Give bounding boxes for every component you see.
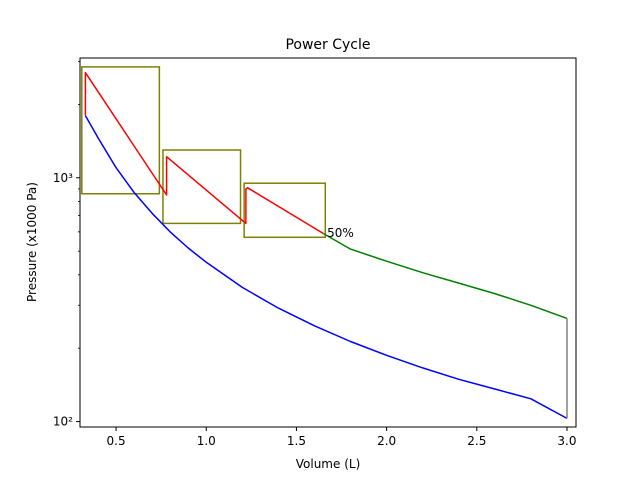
region-box-1 <box>81 66 161 195</box>
x-tick-label: 3.0 <box>557 434 576 448</box>
x-tick-label: 1.0 <box>197 434 216 448</box>
plot-frame <box>79 57 577 428</box>
x-axis-label: Volume (L) <box>296 457 361 471</box>
x-tick-label: 2.0 <box>377 434 396 448</box>
y-tick-label: 10³ <box>53 171 73 185</box>
annotations-layer: 50% <box>327 226 354 240</box>
series-line-2 <box>84 71 324 235</box>
region-box-3 <box>243 182 327 239</box>
chart-title: Power Cycle <box>285 37 370 53</box>
plot-background <box>80 58 576 427</box>
series-layer <box>84 71 568 420</box>
x-tick-label: 1.5 <box>287 434 306 448</box>
x-axis-ticks: 0.5 1.0 1.5 2.0 2.5 3.0 <box>107 427 577 448</box>
y-tick-label: 10² <box>53 415 73 429</box>
x-tick-label: 0.5 <box>107 434 126 448</box>
y-axis-label: Pressure (x1000 Pa) <box>25 182 39 302</box>
series-line-1 <box>84 115 568 420</box>
x-tick-label: 2.5 <box>467 434 486 448</box>
annotation-label: 50% <box>327 226 354 240</box>
region-box-2 <box>162 149 242 225</box>
y-axis-ticks: 10² 10³ <box>53 61 80 429</box>
series-line-3 <box>323 232 568 320</box>
boxes-layer <box>81 66 327 239</box>
